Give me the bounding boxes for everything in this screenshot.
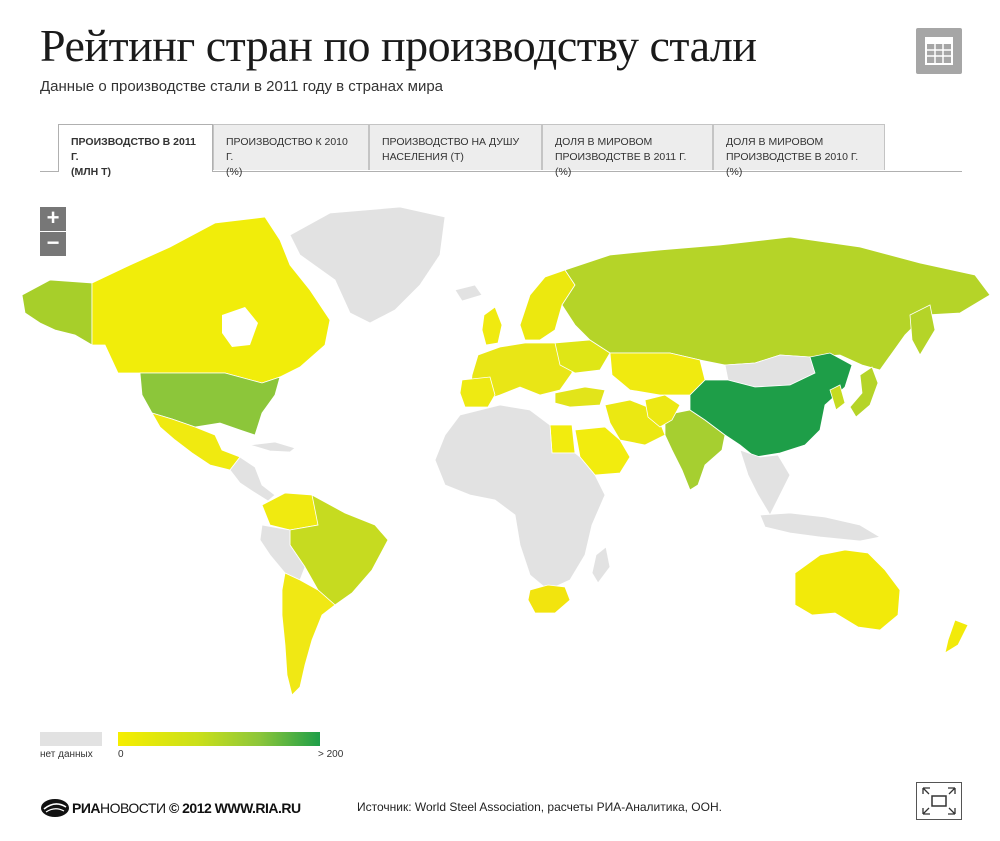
world-map[interactable]	[0, 195, 1000, 715]
tab-world-share-2011[interactable]: Доля в мировом производстве в 2011 г. (%…	[542, 124, 713, 178]
legend-no-data-swatch	[40, 732, 102, 746]
tab-label-line2: (%)	[226, 166, 243, 178]
metric-tabs: Производство в 2011 г. (млн т) Производс…	[40, 124, 962, 178]
tab-per-capita[interactable]: Производство на душу населения (т)	[369, 124, 542, 170]
tab-label-line2: населения (т)	[382, 151, 464, 163]
map-region-canada[interactable]	[91, 216, 331, 384]
map-region-argentina[interactable]	[281, 572, 336, 696]
source-note: Источник: World Steel Association, расче…	[357, 800, 722, 814]
map-region-kamchatka[interactable]	[909, 304, 936, 356]
map-region-australia[interactable]	[794, 549, 901, 631]
map-region-indonesia[interactable]	[759, 512, 882, 542]
page-title: Рейтинг стран по производству стали	[40, 20, 757, 71]
tab-world-share-2010[interactable]: Доля в мировом производстве в 2010 г. (%…	[713, 124, 885, 178]
zoom-in-button[interactable]: +	[40, 207, 66, 231]
ria-logo-icon	[41, 799, 69, 817]
map-region-iberia[interactable]	[459, 376, 496, 408]
tab-label-line1: Производство в 2011 г.	[71, 136, 196, 163]
map-region-central-america[interactable]	[229, 456, 276, 502]
legend-color-scale	[118, 732, 320, 746]
page-subtitle: Данные о производстве стали в 2011 году …	[40, 78, 444, 95]
fullscreen-icon	[922, 787, 956, 815]
legend-no-data-label: нет данных	[40, 749, 93, 760]
map-region-greenland[interactable]	[289, 206, 446, 324]
fullscreen-button[interactable]	[916, 782, 962, 820]
tab-production-2011[interactable]: Производство в 2011 г. (млн т)	[58, 124, 213, 178]
map-region-japan[interactable]	[849, 366, 879, 418]
map-region-new-zealand[interactable]	[944, 619, 969, 654]
map-region-alaska[interactable]	[21, 279, 93, 346]
tab-label-line1: Доля в мировом	[726, 136, 824, 148]
table-icon	[925, 37, 953, 65]
map-region-south-africa[interactable]	[527, 584, 571, 614]
map-region-madagascar[interactable]	[591, 546, 611, 584]
logo-bold: РИА	[72, 800, 101, 816]
table-view-button[interactable]	[916, 28, 962, 74]
map-region-korea[interactable]	[829, 384, 846, 411]
map-region-caribbean[interactable]	[249, 441, 296, 453]
map-region-uk[interactable]	[481, 306, 503, 346]
map-region-africa[interactable]	[434, 404, 606, 591]
map-region-russia[interactable]	[561, 236, 991, 371]
tab-label-line1: Производство на душу	[382, 136, 520, 148]
ria-logo-text: РИАНОВОСТИ © 2012 WWW.RIA.RU	[72, 800, 301, 816]
tab-label-line2: производстве в 2010 г. (%)	[726, 151, 859, 178]
legend-max-label: > 200	[318, 749, 344, 760]
world-map-svg[interactable]	[0, 195, 1000, 715]
map-region-pakistan[interactable]	[644, 394, 681, 428]
map-region-kazakhstan[interactable]	[609, 352, 706, 396]
tab-label-line2: производстве в 2011 г. (%)	[555, 151, 687, 178]
tab-production-vs-2010[interactable]: Производство к 2010 г. (%)	[213, 124, 369, 178]
tab-label-line1: Доля в мировом	[555, 136, 653, 148]
legend-min-label: 0	[118, 749, 124, 760]
map-region-iceland[interactable]	[454, 284, 483, 302]
zoom-out-button[interactable]: −	[40, 232, 66, 256]
map-region-egypt[interactable]	[549, 424, 576, 454]
map-region-southeast-asia[interactable]	[739, 449, 791, 516]
map-region-turkey[interactable]	[554, 386, 606, 408]
copyright: © 2012 WWW.RIA.RU	[168, 800, 301, 816]
logo-thin: НОВОСТИ	[100, 800, 166, 816]
tab-label-line1: Производство к 2010 г.	[226, 136, 348, 163]
tab-label-line2: (млн т)	[71, 166, 112, 178]
